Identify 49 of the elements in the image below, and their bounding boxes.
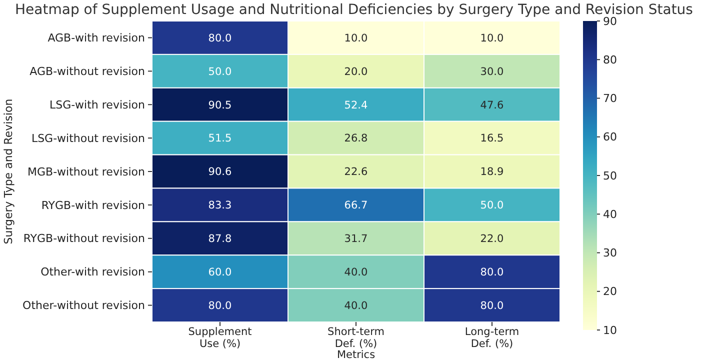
color-bar-label: 10 [603,324,617,337]
data-label: 26.8 [344,132,368,145]
data-label: 22.0 [480,233,504,246]
color-bar-label: 20 [603,285,617,298]
y-tick-label: LSG-without revision [31,132,146,145]
color-bar-label: 30 [603,246,617,260]
color-bar-label: 80 [603,53,617,66]
y-axis-title: Surgery Type and Revision [2,98,15,244]
color-bar-label: 50 [603,169,617,182]
data-label: 16.5 [480,132,504,145]
data-label: 52.4 [344,99,368,112]
data-label: 90.5 [208,99,232,112]
data-label: 10.0 [480,32,504,44]
data-label: 51.5 [208,132,232,145]
x-tick-label: Long-term Def. (%) [464,326,520,350]
data-label: 10.0 [344,32,368,44]
y-tick-label: AGB-without revision [30,65,146,78]
data-label: 80.0 [208,32,232,44]
data-label: 80.0 [480,300,504,312]
data-label: 60.0 [208,266,232,279]
y-tick-label: MGB-without revision [28,165,146,178]
y-tick-label: RYGB-with revision [41,198,146,212]
y-tick-label: Other-without revision [22,299,146,312]
data-label: 47.6 [480,99,504,112]
data-label: 50.0 [480,200,504,212]
y-tick-label: RYGB-without revision [23,232,146,246]
color-bar-label: 40 [603,208,617,221]
data-label: 20.0 [344,66,368,78]
data-label: 40.0 [344,300,368,312]
data-label: 30.0 [480,66,504,78]
x-axis-title: Metrics [336,349,376,361]
data-label: 90.6 [208,166,232,178]
data-label: 66.7 [344,200,368,212]
y-tick-label: AGB-with revision [48,32,146,45]
color-bar-label: 60 [603,130,617,144]
y-tick-label: LSG-with revision [49,98,146,112]
data-label: 83.3 [208,200,232,212]
data-label: 40.0 [344,266,368,279]
data-label: 18.9 [480,166,504,178]
data-label: 80.0 [480,266,504,279]
data-label: 22.6 [344,166,368,178]
y-tick-label: Other-with revision [40,266,146,279]
x-tick-label: Supplement Use (%) [188,326,252,350]
data-label: 50.0 [208,66,232,78]
color-bar-label: 70 [603,92,617,106]
data-label: 31.7 [344,233,368,246]
data-label: 87.8 [208,233,232,246]
x-tick-label: Short-term Def. (%) [328,326,384,350]
data-label: 80.0 [208,300,232,312]
